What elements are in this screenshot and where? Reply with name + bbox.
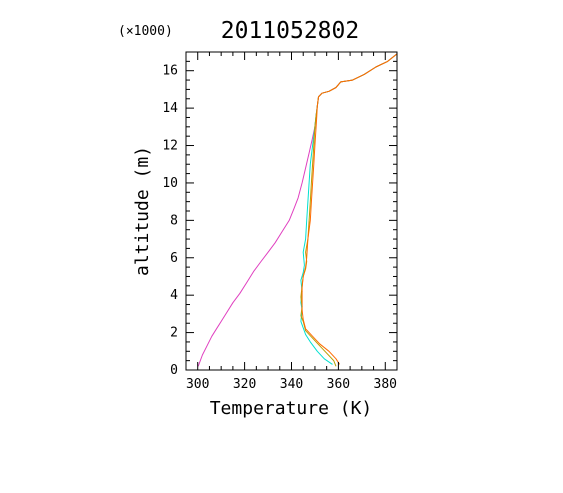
series-line-1	[197, 53, 398, 367]
tick-layer: 300 320 340 360 380 0 2 4 6 8 10 12 14 16	[162, 51, 398, 392]
x-tick-label: 380	[374, 377, 397, 392]
y-tick-label: 8	[170, 213, 178, 228]
y-tick-label: 10	[162, 176, 178, 191]
x-tick-label: 360	[327, 377, 350, 392]
series-line-3	[300, 53, 398, 367]
series-layer	[197, 53, 398, 367]
x-tick-label: 320	[233, 377, 256, 392]
y-tick-label: 6	[170, 251, 178, 266]
chart-title: 2011052802	[221, 18, 359, 44]
y-tick-label: 2	[170, 326, 178, 341]
y-multiplier-label: (×1000)	[118, 24, 173, 39]
y-tick-label: 0	[170, 363, 178, 378]
series-line-2	[300, 53, 398, 365]
y-tick-label: 14	[162, 101, 178, 116]
y-tick-label: 4	[170, 288, 178, 303]
series-line-4	[301, 53, 398, 365]
x-tick-label: 300	[186, 377, 209, 392]
y-tick-label: 12	[162, 139, 178, 154]
x-axis-label: Temperature (K)	[210, 398, 373, 419]
x-tick-label: 340	[280, 377, 303, 392]
plot-frame	[185, 51, 398, 371]
y-axis-label: altitude (m)	[132, 146, 153, 276]
y-tick-label: 16	[162, 64, 178, 79]
